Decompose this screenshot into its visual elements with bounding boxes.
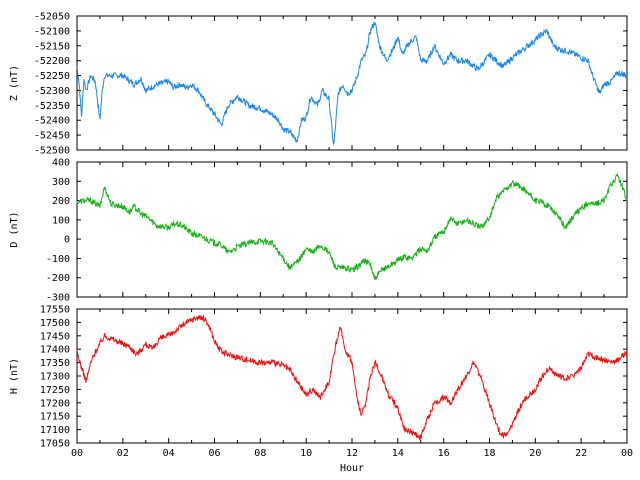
h-x-axis-label: Hour	[340, 463, 364, 474]
h-y-tick-label: 17400	[40, 345, 70, 356]
h-y-tick-label: 17150	[40, 412, 70, 423]
z-y-tick-label: -52150	[34, 41, 70, 52]
d-series-line	[76, 172, 628, 281]
d-y-tick-label: -200	[46, 273, 70, 284]
z-y-tick-label: -52100	[34, 26, 70, 37]
z-y-tick-label: -52450	[34, 131, 70, 142]
h-x-tick-label: 12	[346, 448, 358, 459]
h-y-tick-label: 17050	[40, 439, 70, 450]
d-y-axis-label: D (nT)	[9, 211, 20, 247]
z-y-tick-label: -52350	[34, 101, 70, 112]
h-series-line	[76, 314, 628, 441]
z-y-tick-label: -52500	[34, 146, 70, 157]
h-x-tick-label: 04	[163, 448, 175, 459]
d-y-tick-label: -300	[46, 293, 70, 304]
h-x-tick-label: 18	[483, 448, 495, 459]
h-x-tick-label: 22	[575, 448, 587, 459]
z-y-tick-label: -52200	[34, 56, 70, 67]
h-x-tick-label: 06	[208, 448, 220, 459]
h-x-tick-label: 14	[392, 448, 404, 459]
d-plot-frame	[76, 161, 628, 298]
d-y-tick-label: 100	[52, 215, 70, 226]
z-y-axis-label: Z (nT)	[9, 65, 20, 101]
h-x-tick-label: 10	[300, 448, 312, 459]
d-y-tick-label: -100	[46, 254, 70, 265]
h-y-axis-label: H (nT)	[9, 358, 20, 394]
h-y-tick-label: 17350	[40, 358, 70, 369]
h-y-tick-label: 17450	[40, 331, 70, 342]
z-series-line	[76, 21, 628, 147]
h-x-tick-label: 08	[254, 448, 266, 459]
d-y-tick-label: 0	[64, 235, 70, 246]
h-y-tick-label: 17300	[40, 372, 70, 383]
h-plot-frame	[76, 308, 628, 444]
h-y-tick-label: 17200	[40, 398, 70, 409]
d-y-tick-label: 400	[52, 158, 70, 169]
h-x-tick-label: 00	[71, 448, 83, 459]
h-y-tick-label: 17550	[40, 305, 70, 316]
d-y-tick-label: 200	[52, 196, 70, 207]
h-x-tick-label: 16	[438, 448, 450, 459]
h-y-tick-label: 17100	[40, 425, 70, 436]
h-x-tick-label: 00	[621, 448, 633, 459]
z-y-tick-label: -52250	[34, 71, 70, 82]
d-y-tick-label: 300	[52, 177, 70, 188]
h-y-tick-label: 17250	[40, 385, 70, 396]
h-y-tick-label: 17500	[40, 318, 70, 329]
z-panel: -52050 -52100 -52150 -52200 -52250 -52300 -523…	[9, 12, 628, 157]
z-y-tick-label: -52050	[34, 12, 70, 23]
h-panel: 17550 17500 17450 17400 17350 17300 17250 17200…	[9, 305, 633, 475]
h-x-tick-label: 02	[117, 448, 129, 459]
d-panel: 400 300 200 100 0 -100 -200 -300 D (nT)	[9, 158, 628, 304]
h-x-tick-label: 20	[529, 448, 541, 459]
z-y-tick-label: -52300	[34, 86, 70, 97]
z-y-tick-label: -52400	[34, 116, 70, 127]
